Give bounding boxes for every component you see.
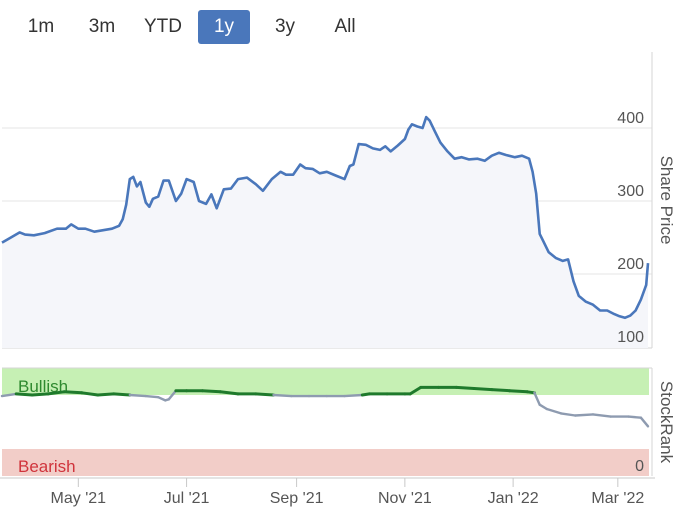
x-tick-label: Jan '22: [488, 490, 539, 507]
bearish-band-label: Bearish: [18, 457, 76, 476]
stockrank-line-segment: [254, 392, 275, 397]
stockrank-line-segment: [639, 416, 650, 428]
price-y-tick-label: 200: [617, 256, 644, 273]
stockrank-line-segment: [472, 387, 494, 392]
rank-y-tick-label: 0: [635, 458, 644, 475]
stockrank-line-segment: [0, 392, 18, 398]
stockrank-line-segment: [533, 391, 541, 406]
stockrank-line-segment: [62, 390, 84, 395]
price-y-tick-label: 100: [617, 329, 644, 346]
stockrank-line-segment: [201, 389, 222, 394]
stockrank-line-segment: [559, 412, 577, 417]
stockrank-line-segment: [545, 407, 563, 415]
stockrank-line-segment: [30, 392, 50, 397]
stockrank-line-segment: [538, 403, 548, 411]
stockrank-line-segment: [96, 392, 116, 397]
range-button-ytd[interactable]: YTD: [144, 16, 182, 37]
stockrank-line-segment: [80, 391, 100, 397]
bullish-band: [2, 368, 649, 395]
stockrank-line-segment: [144, 394, 160, 399]
x-tick-label: May '21: [51, 490, 107, 507]
stockrank-line-segment: [508, 389, 529, 394]
stockrank-line-segment: [128, 393, 148, 398]
stockrank-line-segment: [272, 393, 293, 398]
range-button-3y[interactable]: 3y: [274, 16, 296, 37]
x-tick-label: Sep '21: [270, 490, 324, 507]
stockrank-line-segment: [156, 396, 167, 402]
price-area-fill: [2, 117, 648, 348]
stockrank-line-segment: [218, 390, 240, 396]
stockrank-line-segment: [574, 413, 595, 417]
stockrank-line-segment: [14, 392, 34, 397]
stockrank-line-segment: [627, 415, 643, 419]
price-y-tick-label: 300: [617, 183, 644, 200]
x-tick-label: Mar '22: [591, 490, 644, 507]
bullish-band-label: Bullish: [18, 377, 68, 396]
range-button-1y[interactable]: 1y: [198, 10, 250, 44]
price-series-line: [1, 115, 650, 320]
stockrank-line-segment: [454, 385, 476, 390]
stockrank-line-segment: [167, 389, 178, 401]
price-axis-label: Share Price: [657, 156, 676, 245]
stockrank-line-segment: [490, 388, 512, 393]
x-tick-label: Nov '21: [378, 490, 432, 507]
bearish-band: [2, 449, 649, 476]
range-button-3m[interactable]: 3m: [88, 16, 116, 37]
stockrank-line-segment: [591, 413, 612, 418]
stockrank-line-segment: [46, 390, 66, 396]
stockrank-axis-label: StockRank: [657, 381, 676, 464]
range-button-all[interactable]: All: [334, 16, 356, 37]
range-selector: 1m 3m YTD 1y 3y All: [0, 0, 400, 52]
stockrank-line-segment: [408, 385, 423, 396]
range-button-1m[interactable]: 1m: [27, 16, 55, 37]
stockrank-line-segment: [112, 392, 132, 397]
stockrank-line-segment: [343, 393, 364, 398]
price-y-tick-label: 400: [617, 110, 644, 127]
x-tick-label: Jul '21: [164, 490, 210, 507]
